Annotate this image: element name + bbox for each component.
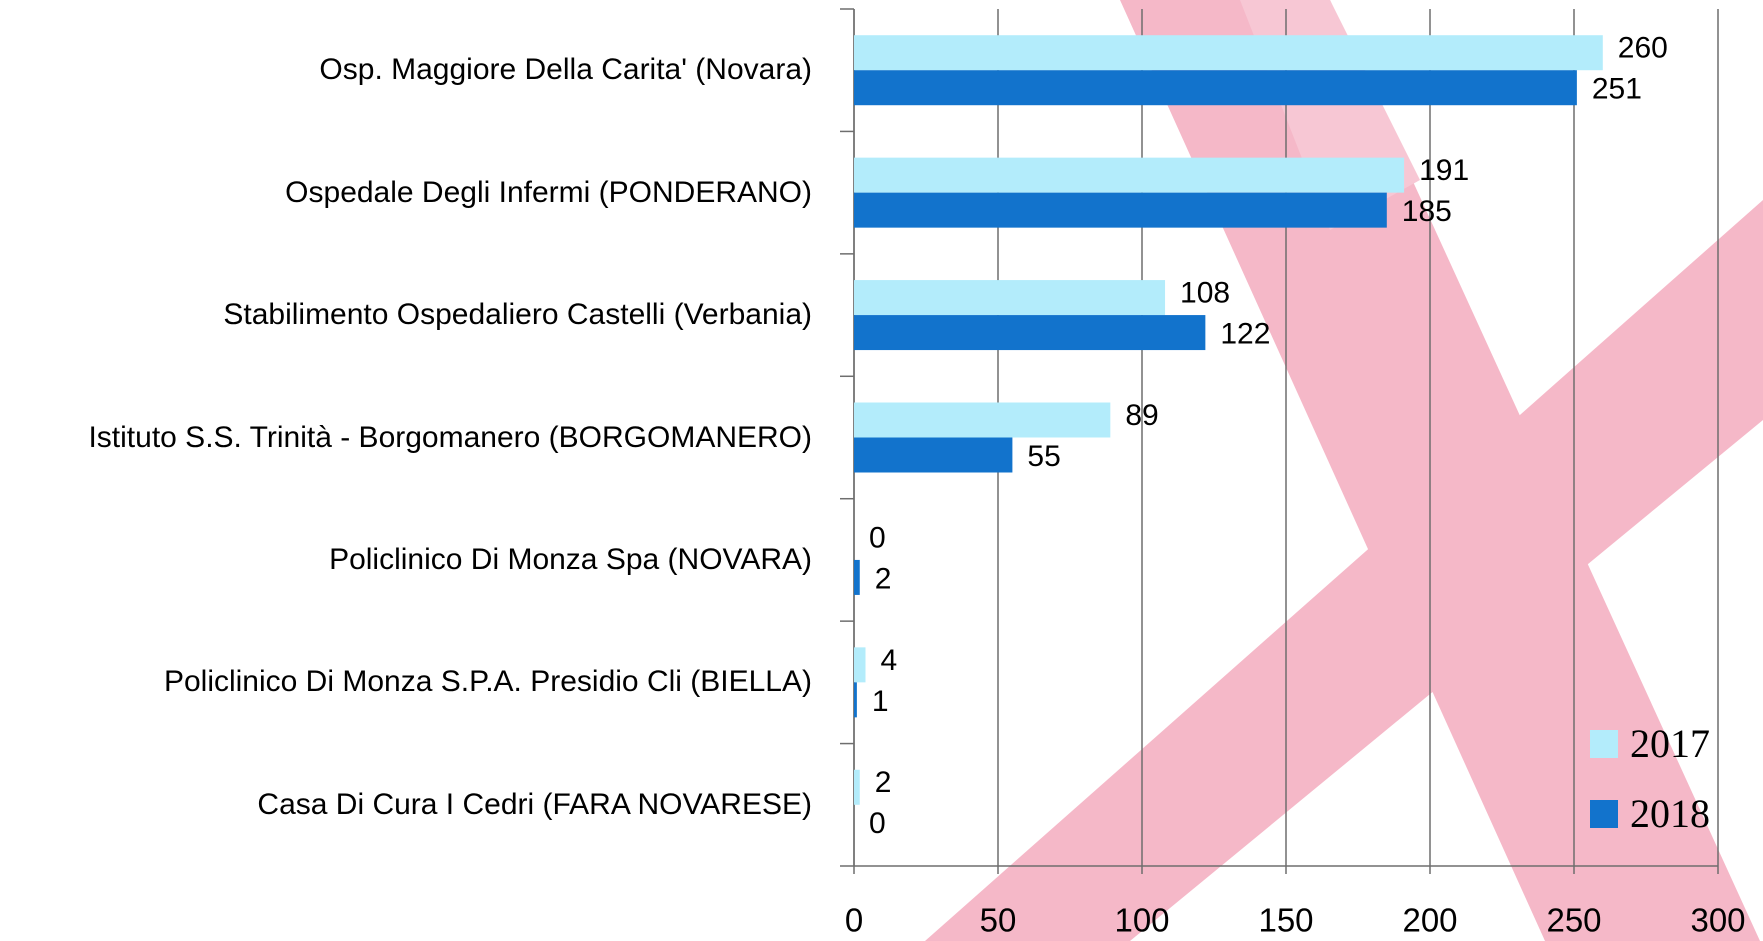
category-text: Ospedale Degli Infermi (PONDERANO) xyxy=(285,175,812,209)
x-tick-label: 250 xyxy=(1546,902,1601,939)
value-label: 260 xyxy=(1618,32,1668,65)
value-label: 2 xyxy=(875,766,892,799)
category-label: Istituto S.S. Trinità - Borgomanero (BOR… xyxy=(0,388,812,488)
legend-label: 2018 xyxy=(1630,791,1710,836)
value-label: 0 xyxy=(869,807,886,840)
bar xyxy=(854,559,860,595)
category-text: Stabilimento Ospedaliero Castelli (Verba… xyxy=(223,298,812,332)
bar xyxy=(854,280,1166,316)
x-tick-label: 300 xyxy=(1690,902,1745,939)
value-label: 251 xyxy=(1592,73,1642,106)
bar xyxy=(854,402,1111,438)
bar xyxy=(854,157,1405,193)
bar xyxy=(854,682,857,718)
bar xyxy=(854,192,1387,228)
legend-swatch xyxy=(1590,800,1618,828)
bar xyxy=(854,315,1206,351)
x-tick-label: 200 xyxy=(1402,902,1457,939)
value-label: 108 xyxy=(1180,276,1230,309)
value-label: 191 xyxy=(1419,154,1469,187)
category-text: Policlinico Di Monza Spa (NOVARA) xyxy=(329,542,812,576)
bar xyxy=(854,35,1603,71)
bar xyxy=(854,647,866,683)
x-tick-label: 100 xyxy=(1114,902,1169,939)
value-label: 89 xyxy=(1125,399,1158,432)
category-label: Osp. Maggiore Della Carita' (Novara) xyxy=(0,20,812,120)
value-label: 185 xyxy=(1402,195,1452,228)
category-text: Casa Di Cura I Cedri (FARA NOVARESE) xyxy=(257,787,812,821)
value-label: 2 xyxy=(875,562,892,595)
category-text: Istituto S.S. Trinità - Borgomanero (BOR… xyxy=(88,420,812,454)
value-label: 0 xyxy=(869,521,886,554)
bar xyxy=(854,769,860,805)
value-label: 1 xyxy=(872,685,889,718)
category-label: Ospedale Degli Infermi (PONDERANO) xyxy=(0,143,812,243)
value-label: 4 xyxy=(881,644,898,677)
bar xyxy=(854,437,1013,473)
category-label: Policlinico Di Monza Spa (NOVARA) xyxy=(0,510,812,610)
legend-label: 2017 xyxy=(1630,721,1710,766)
value-label: 122 xyxy=(1220,317,1270,350)
category-label: Stabilimento Ospedaliero Castelli (Verba… xyxy=(0,265,812,365)
x-tick-label: 150 xyxy=(1258,902,1313,939)
category-label: Policlinico Di Monza S.P.A. Presidio Cli… xyxy=(0,632,812,732)
x-tick-label: 0 xyxy=(845,902,863,939)
x-tick-label: 50 xyxy=(980,902,1017,939)
category-text: Policlinico Di Monza S.P.A. Presidio Cli… xyxy=(163,665,812,699)
category-text: Osp. Maggiore Della Carita' (Novara) xyxy=(319,53,812,87)
value-label: 55 xyxy=(1027,440,1060,473)
bar xyxy=(854,70,1577,106)
category-label: Casa Di Cura I Cedri (FARA NOVARESE) xyxy=(0,755,812,855)
legend-swatch xyxy=(1590,730,1618,758)
